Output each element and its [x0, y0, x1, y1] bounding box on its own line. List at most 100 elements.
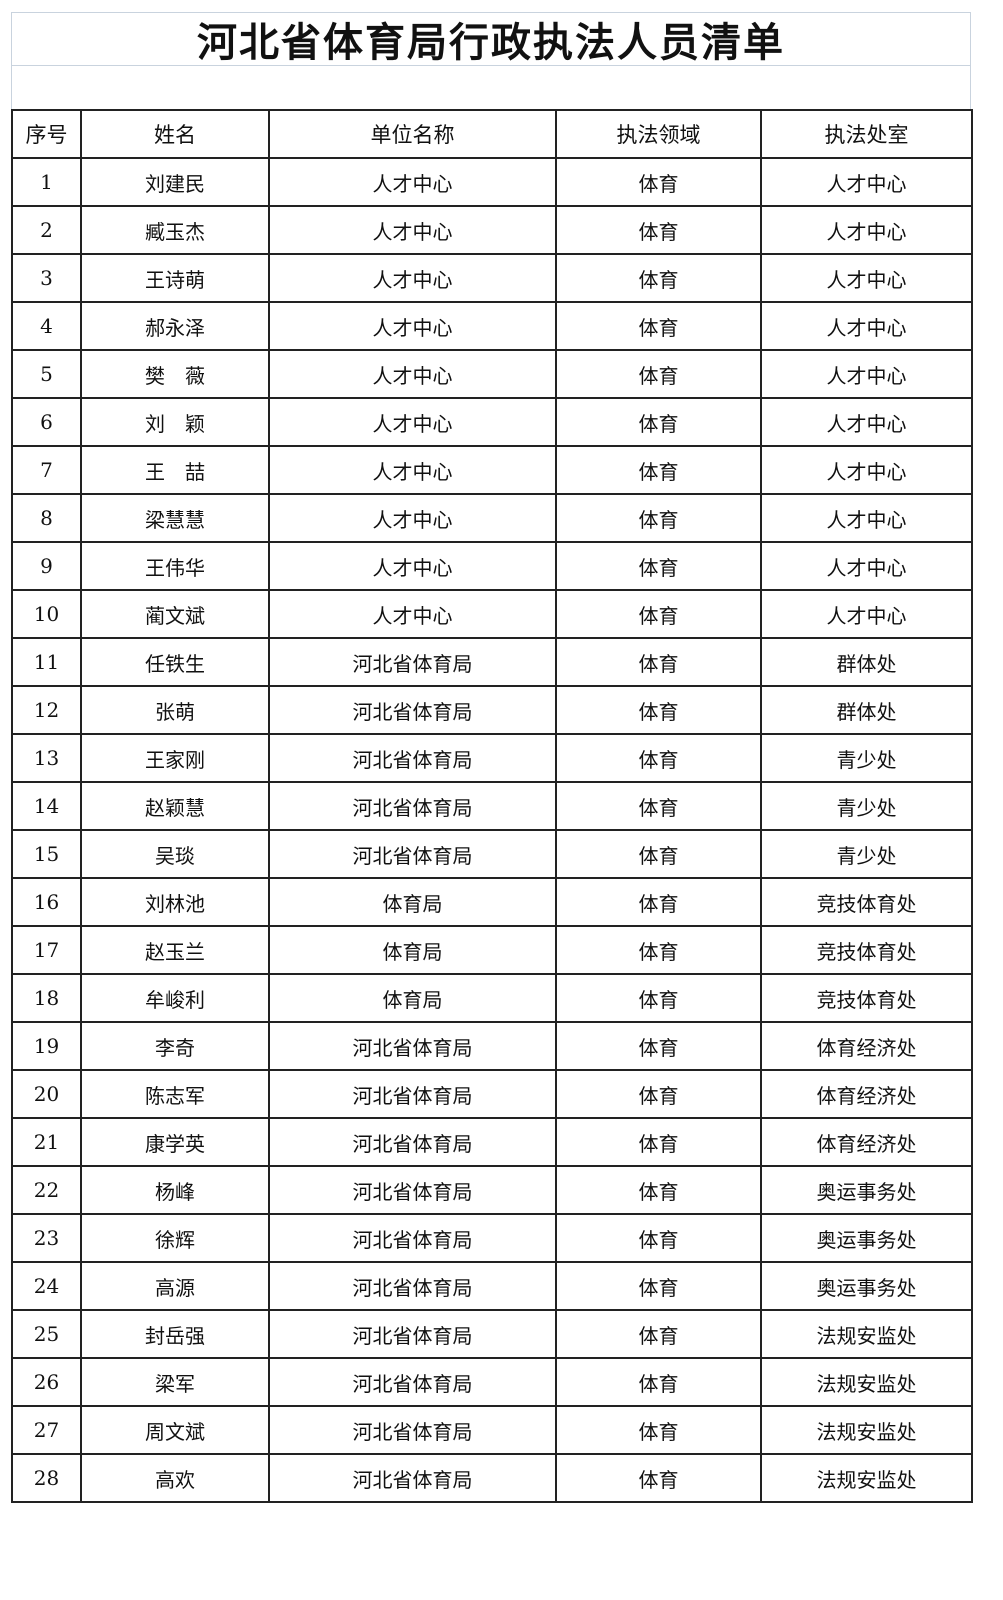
table-row: 25 封岳强 河北省体育局 体育 法规安监处: [11, 1309, 973, 1359]
cell-name: 刘 颖: [80, 397, 270, 447]
table-row: 17 赵玉兰 体育局 体育 竞技体育处: [11, 925, 973, 975]
cell-field: 体育: [555, 685, 762, 735]
cell-name: 梁慧慧: [80, 493, 270, 543]
header-index: 序号: [11, 109, 82, 159]
cell-office: 奥运事务处: [760, 1213, 973, 1263]
cell-name: 王诗萌: [80, 253, 270, 303]
cell-name: 吴琰: [80, 829, 270, 879]
cell-unit: 河北省体育局: [268, 1117, 557, 1167]
cell-office: 群体处: [760, 685, 973, 735]
cell-index: 20: [11, 1069, 82, 1119]
cell-field: 体育: [555, 397, 762, 447]
cell-unit: 人才中心: [268, 157, 557, 207]
cell-office: 奥运事务处: [760, 1165, 973, 1215]
cell-unit: 人才中心: [268, 541, 557, 591]
cell-unit: 河北省体育局: [268, 1357, 557, 1407]
cell-unit: 人才中心: [268, 349, 557, 399]
cell-name: 杨峰: [80, 1165, 270, 1215]
cell-field: 体育: [555, 493, 762, 543]
cell-field: 体育: [555, 541, 762, 591]
cell-unit: 河北省体育局: [268, 1213, 557, 1263]
cell-name: 高欢: [80, 1453, 270, 1503]
cell-unit: 河北省体育局: [268, 637, 557, 687]
cell-name: 郝永泽: [80, 301, 270, 351]
cell-unit: 体育局: [268, 925, 557, 975]
cell-name: 刘建民: [80, 157, 270, 207]
cell-index: 10: [11, 589, 82, 639]
blank-row: [11, 66, 971, 109]
cell-index: 4: [11, 301, 82, 351]
cell-office: 人才中心: [760, 397, 973, 447]
table-row: 26 梁军 河北省体育局 体育 法规安监处: [11, 1357, 973, 1407]
cell-field: 体育: [555, 253, 762, 303]
cell-name: 高源: [80, 1261, 270, 1311]
cell-field: 体育: [555, 973, 762, 1023]
table-row: 12 张萌 河北省体育局 体育 群体处: [11, 685, 973, 735]
cell-name: 李奇: [80, 1021, 270, 1071]
cell-name: 王 喆: [80, 445, 270, 495]
cell-office: 竞技体育处: [760, 877, 973, 927]
cell-unit: 河北省体育局: [268, 1309, 557, 1359]
cell-index: 18: [11, 973, 82, 1023]
cell-field: 体育: [555, 1453, 762, 1503]
cell-office: 人才中心: [760, 445, 973, 495]
cell-name: 任铁生: [80, 637, 270, 687]
cell-index: 21: [11, 1117, 82, 1167]
table-row: 24 高源 河北省体育局 体育 奥运事务处: [11, 1261, 973, 1311]
table-row: 13 王家刚 河北省体育局 体育 青少处: [11, 733, 973, 783]
table-row: 23 徐辉 河北省体育局 体育 奥运事务处: [11, 1213, 973, 1263]
cell-unit: 体育局: [268, 973, 557, 1023]
cell-field: 体育: [555, 157, 762, 207]
cell-office: 人才中心: [760, 493, 973, 543]
cell-field: 体育: [555, 781, 762, 831]
cell-index: 24: [11, 1261, 82, 1311]
cell-unit: 河北省体育局: [268, 829, 557, 879]
cell-field: 体育: [555, 301, 762, 351]
table-row: 27 周文斌 河北省体育局 体育 法规安监处: [11, 1405, 973, 1455]
cell-unit: 河北省体育局: [268, 1165, 557, 1215]
cell-office: 奥运事务处: [760, 1261, 973, 1311]
table-row: 10 蔺文斌 人才中心 体育 人才中心: [11, 589, 973, 639]
cell-unit: 河北省体育局: [268, 733, 557, 783]
cell-unit: 人才中心: [268, 493, 557, 543]
cell-unit: 人才中心: [268, 445, 557, 495]
cell-field: 体育: [555, 925, 762, 975]
header-field: 执法领域: [555, 109, 762, 159]
cell-unit: 人才中心: [268, 253, 557, 303]
header-row: 序号 姓名 单位名称 执法领域 执法处室: [11, 109, 973, 159]
cell-office: 群体处: [760, 637, 973, 687]
cell-name: 徐辉: [80, 1213, 270, 1263]
cell-field: 体育: [555, 1213, 762, 1263]
cell-index: 25: [11, 1309, 82, 1359]
cell-index: 8: [11, 493, 82, 543]
table-row: 18 牟峻利 体育局 体育 竞技体育处: [11, 973, 973, 1023]
cell-unit: 人才中心: [268, 301, 557, 351]
cell-unit: 河北省体育局: [268, 1405, 557, 1455]
cell-field: 体育: [555, 1021, 762, 1071]
table-body: 1 刘建民 人才中心 体育 人才中心 2 臧玉杰 人才中心 体育 人才中心 3 王诗萌 人才中心 体育 人才…: [11, 157, 973, 1503]
cell-office: 青少处: [760, 829, 973, 879]
table-row: 1 刘建民 人才中心 体育 人才中心: [11, 157, 973, 207]
cell-office: 人才中心: [760, 157, 973, 207]
cell-index: 11: [11, 637, 82, 687]
cell-field: 体育: [555, 445, 762, 495]
cell-index: 27: [11, 1405, 82, 1455]
cell-office: 人才中心: [760, 205, 973, 255]
cell-index: 23: [11, 1213, 82, 1263]
cell-index: 17: [11, 925, 82, 975]
cell-field: 体育: [555, 589, 762, 639]
cell-field: 体育: [555, 829, 762, 879]
cell-field: 体育: [555, 1261, 762, 1311]
cell-unit: 人才中心: [268, 397, 557, 447]
cell-field: 体育: [555, 1117, 762, 1167]
cell-index: 13: [11, 733, 82, 783]
cell-name: 赵颖慧: [80, 781, 270, 831]
table-row: 3 王诗萌 人才中心 体育 人才中心: [11, 253, 973, 303]
cell-name: 梁军: [80, 1357, 270, 1407]
cell-unit: 河北省体育局: [268, 781, 557, 831]
cell-index: 5: [11, 349, 82, 399]
personnel-table: 序号 姓名 单位名称 执法领域 执法处室 1 刘建民 人才中心 体育 人才中心 2 臧玉杰人…: [11, 109, 973, 1503]
cell-field: 体育: [555, 205, 762, 255]
cell-index: 14: [11, 781, 82, 831]
